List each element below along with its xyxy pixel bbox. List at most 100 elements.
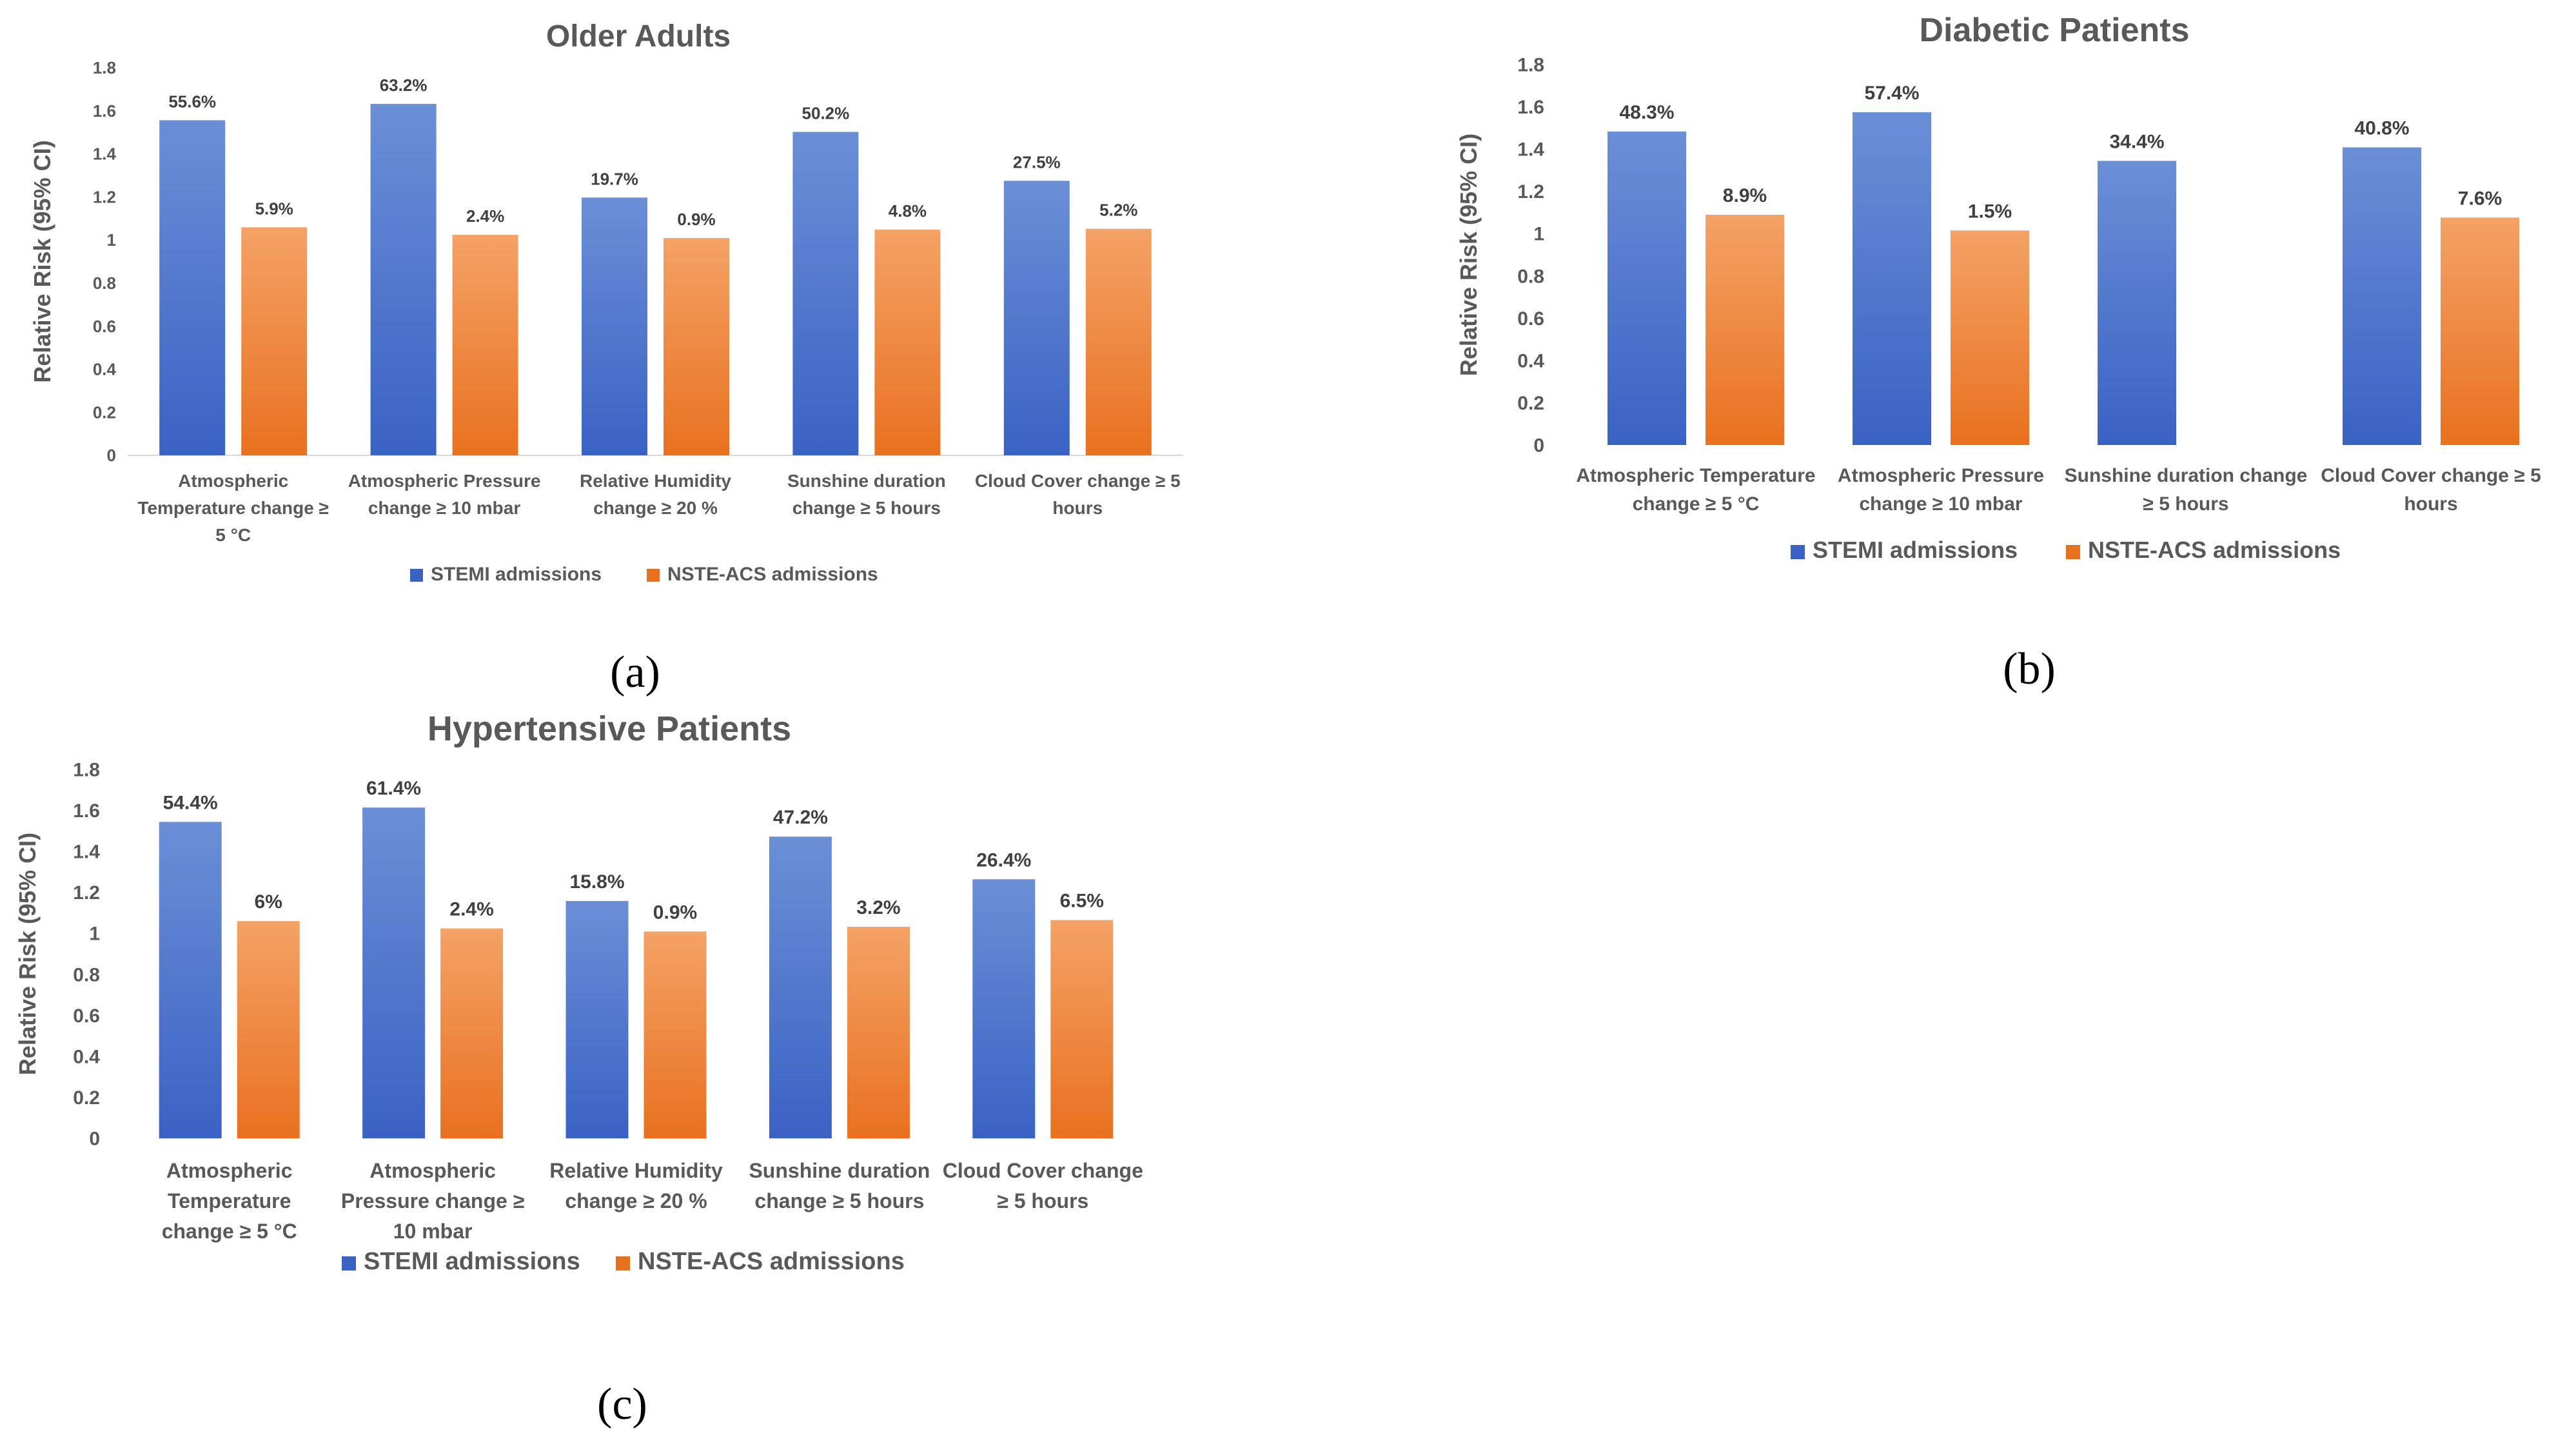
stemi-bar [370, 104, 437, 456]
chart-panel-a: Older Adults 0 0.2 0.4 0.6 0.8 1 1.2 1.4 1.6 1.8 Re… [29, 19, 1183, 697]
y-tick-label: 0.8 [93, 273, 116, 293]
stemi-bar [792, 132, 859, 455]
data-label: 15.8% [569, 871, 624, 893]
x-category-label: Atmospheric Temperature change ≥5 °C [137, 471, 329, 545]
x-category-label: Sunshine duration change ≥ 5 hours [787, 471, 946, 518]
nste-acs-bar [237, 921, 300, 1138]
y-tick-label: 0.4 [1517, 350, 1544, 371]
y-tick-label: 0.6 [1517, 308, 1544, 330]
y-tick-label: 1.2 [1517, 181, 1544, 203]
legend-entry: STEMI admissions [431, 564, 602, 585]
x-category-label: Atmospheric Temperature change ≥ 5 °C [162, 1159, 297, 1243]
y-tick-label: 1.4 [73, 842, 100, 863]
data-label: 19.7% [591, 169, 638, 188]
panel-label: (b) [2003, 644, 2056, 694]
y-tick-label: 1 [1533, 224, 1544, 245]
data-label: 2.4% [449, 899, 493, 920]
y-tick-label: 0.8 [1517, 266, 1544, 287]
y-axis-label: Relative Risk (95% CI) [14, 833, 41, 1075]
stemi-bar [769, 836, 832, 1138]
y-tick-label: 1.4 [1517, 139, 1544, 161]
data-label: 0.9% [677, 210, 715, 229]
data-label: 57.4% [1864, 83, 1919, 104]
stemi-bar [159, 120, 226, 456]
y-tick-label: 1 [107, 230, 116, 250]
data-label: 3.2% [856, 897, 900, 918]
nste-acs-bar [847, 927, 910, 1138]
nste-acs-bar [1050, 920, 1114, 1138]
legend-swatch-stemi [342, 1256, 356, 1271]
y-tick-label: 0.8 [73, 964, 100, 985]
chart-title: Diabetic Patients [1919, 12, 2189, 49]
data-label: 5.2% [1099, 201, 1137, 220]
y-tick-label: 0.6 [73, 1005, 100, 1027]
y-tick-label: 1.2 [93, 187, 116, 206]
data-label: 1.5% [1968, 201, 2012, 222]
x-category-label: Sunshine duration change ≥ 5 hours [2065, 465, 2308, 515]
y-tick-label: 0.6 [93, 317, 116, 336]
x-category-label: Atmospheric Pressure change ≥10 mbar [341, 1159, 524, 1243]
x-category-label: Relative Humidity change ≥ 20 % [580, 471, 731, 518]
data-label: 6.5% [1060, 891, 1104, 912]
data-label: 48.3% [1619, 102, 1674, 123]
legend-entry: NSTE-ACS admissions [667, 564, 878, 585]
stemi-bar [1853, 112, 1931, 446]
nste-acs-bar [1951, 230, 2029, 445]
data-label: 40.8% [2354, 117, 2409, 139]
legend-entry: STEMI admissions [1813, 537, 2018, 563]
data-label: 5.9% [255, 199, 293, 218]
data-label: 54.4% [163, 792, 218, 813]
data-label: 26.4% [976, 849, 1031, 871]
stemi-bar [2098, 161, 2176, 445]
nste-acs-bar [241, 227, 308, 455]
x-category-label: Cloud Cover change ≥ 5 hours [975, 471, 1181, 518]
y-axis-label: Relative Risk (95% CI) [29, 140, 55, 382]
nste-acs-bar [644, 931, 707, 1138]
data-label: 47.2% [773, 807, 828, 828]
stemi-bar [362, 807, 426, 1138]
nste-acs-bar [1085, 228, 1152, 455]
y-tick-label: 1.6 [73, 800, 100, 822]
data-label: 34.4% [2109, 131, 2164, 152]
y-tick-label: 1.6 [93, 101, 116, 121]
y-tick-label: 1.2 [73, 882, 100, 904]
y-tick-label: 0.2 [93, 402, 116, 422]
y-tick-label: 1.4 [93, 144, 117, 164]
chart-title: Older Adults [546, 19, 731, 54]
x-category-label: Atmospheric Pressure change ≥ 10 mbar [1838, 465, 2044, 515]
y-tick-label: 0.2 [1517, 393, 1544, 414]
y-tick-label: 1 [89, 924, 100, 945]
chart-panel-c: Hypertensive Patients 0 0.2 0.4 0.6 0.8 1 1.2 1.… [14, 709, 1143, 1429]
chart-panel-b: Diabetic Patients 0 0.2 0.4 0.6 0.8 1 1.2 1.4 1.6… [1455, 12, 2541, 694]
data-label: 2.4% [466, 206, 504, 226]
y-tick-label: 1.8 [73, 760, 100, 781]
data-label: 50.2% [802, 103, 850, 123]
data-label: 0.9% [653, 902, 697, 923]
x-category-label: Atmospheric Pressure change ≥ 10 mbar [348, 471, 541, 518]
y-tick-label: 0.2 [73, 1087, 100, 1109]
stemi-bar [565, 901, 629, 1138]
nste-acs-bar [2441, 217, 2519, 445]
y-tick-label: 1.8 [1517, 55, 1544, 76]
legend-swatch-nste-acs [616, 1256, 630, 1271]
x-category-label: Cloud Cover change ≥ 5 hours [2321, 465, 2541, 515]
y-tick-label: 1.6 [1517, 97, 1544, 118]
legend-entry: NSTE-ACS admissions [2088, 537, 2341, 563]
data-label: 8.9% [1723, 185, 1767, 206]
y-tick-label: 1.8 [93, 58, 116, 77]
data-label: 55.6% [168, 92, 216, 111]
nste-acs-bar [452, 235, 518, 455]
stemi-bar [159, 822, 222, 1138]
data-label: 7.6% [2458, 188, 2502, 209]
data-label: 27.5% [1013, 152, 1061, 172]
y-tick-label: 0.4 [93, 360, 117, 379]
stemi-bar [582, 197, 647, 455]
x-category-label: Relative Humidity change ≥ 20 % [549, 1159, 723, 1212]
stemi-bar [972, 879, 1036, 1138]
nste-acs-bar [440, 928, 504, 1138]
nste-acs-bar [874, 230, 941, 455]
legend-swatch-nste-acs [647, 569, 660, 582]
data-label: 4.8% [889, 201, 927, 221]
data-label: 63.2% [380, 75, 428, 95]
